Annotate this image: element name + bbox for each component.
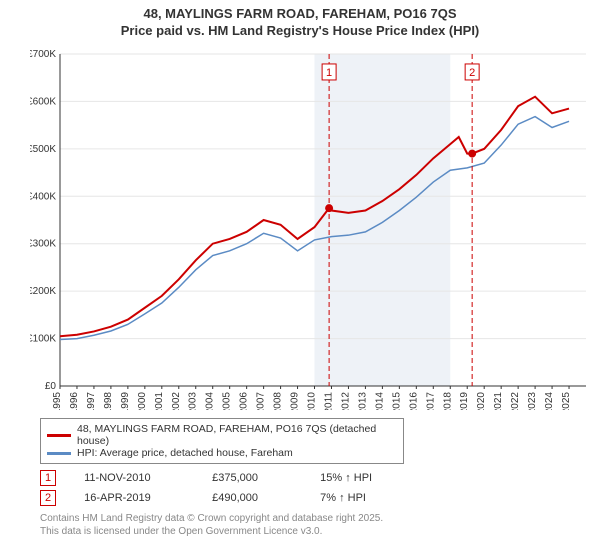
- svg-text:£300K: £300K: [30, 239, 56, 250]
- svg-text:2006: 2006: [239, 392, 250, 410]
- svg-text:2002: 2002: [171, 392, 182, 410]
- svg-text:2020: 2020: [476, 392, 487, 410]
- legend-box: 48, MAYLINGS FARM ROAD, FAREHAM, PO16 7Q…: [40, 418, 404, 464]
- tx-price-1: £375,000: [212, 472, 292, 484]
- svg-text:£200K: £200K: [30, 286, 56, 297]
- footer-copyright: Contains HM Land Registry data © Crown c…: [40, 513, 383, 538]
- tx-date-1: 11-NOV-2010: [84, 472, 184, 484]
- svg-text:1: 1: [326, 67, 332, 79]
- svg-text:2025: 2025: [561, 392, 572, 410]
- tx-badge-2: 2: [40, 490, 56, 506]
- svg-text:2015: 2015: [391, 392, 402, 410]
- tx-pct-1-suffix: HPI: [354, 472, 372, 484]
- svg-text:1998: 1998: [103, 392, 114, 410]
- svg-text:2000: 2000: [137, 392, 148, 410]
- svg-text:2017: 2017: [425, 392, 436, 410]
- svg-text:2004: 2004: [205, 392, 216, 410]
- tx-pct-1: 15% ↑ HPI: [320, 472, 410, 484]
- svg-text:£100K: £100K: [30, 334, 56, 345]
- svg-text:2019: 2019: [459, 392, 470, 410]
- legend-label-1: 48, MAYLINGS FARM ROAD, FAREHAM, PO16 7Q…: [77, 423, 397, 447]
- svg-text:1997: 1997: [86, 392, 97, 410]
- svg-text:2007: 2007: [256, 392, 267, 410]
- transactions-table: 1 11-NOV-2010 £375,000 15% ↑ HPI 2 16-AP…: [40, 470, 410, 510]
- tx-pct-2-suffix: HPI: [348, 492, 366, 504]
- tx-price-2: £490,000: [212, 492, 292, 504]
- svg-text:1996: 1996: [69, 392, 80, 410]
- tx-date-2: 16-APR-2019: [84, 492, 184, 504]
- svg-text:2016: 2016: [408, 392, 419, 410]
- legend-swatch-blue: [47, 452, 71, 455]
- title-block: 48, MAYLINGS FARM ROAD, FAREHAM, PO16 7Q…: [0, 0, 600, 40]
- svg-text:2014: 2014: [374, 392, 385, 410]
- chart-area: £0 £100K £200K £300K £400K £500K £600K £700K 199…: [30, 50, 590, 410]
- svg-text:1995: 1995: [52, 392, 63, 410]
- legend-row-1: 48, MAYLINGS FARM ROAD, FAREHAM, PO16 7Q…: [47, 423, 397, 447]
- legend-swatch-red: [47, 434, 71, 437]
- chart-container: 48, MAYLINGS FARM ROAD, FAREHAM, PO16 7Q…: [0, 0, 600, 560]
- svg-text:2008: 2008: [273, 392, 284, 410]
- svg-text:£400K: £400K: [30, 191, 56, 202]
- tx-pct-1-val: 15% ↑: [320, 472, 351, 484]
- legend-label-2: HPI: Average price, detached house, Fare…: [77, 447, 293, 459]
- svg-text:£500K: £500K: [30, 144, 56, 155]
- tx-pct-2: 7% ↑ HPI: [320, 492, 410, 504]
- title-line1: 48, MAYLINGS FARM ROAD, FAREHAM, PO16 7Q…: [0, 6, 600, 23]
- legend-row-2: HPI: Average price, detached house, Fare…: [47, 447, 397, 459]
- svg-text:2012: 2012: [340, 392, 351, 410]
- svg-text:2013: 2013: [357, 392, 368, 410]
- transaction-row-1: 1 11-NOV-2010 £375,000 15% ↑ HPI: [40, 470, 410, 486]
- svg-text:£0: £0: [45, 381, 57, 392]
- svg-text:2023: 2023: [527, 392, 538, 410]
- svg-text:2009: 2009: [290, 392, 301, 410]
- svg-text:2005: 2005: [222, 392, 233, 410]
- svg-text:2011: 2011: [323, 392, 334, 410]
- footer-line2: This data is licensed under the Open Gov…: [40, 526, 383, 539]
- svg-text:1999: 1999: [120, 392, 131, 410]
- transaction-row-2: 2 16-APR-2019 £490,000 7% ↑ HPI: [40, 490, 410, 506]
- svg-text:2003: 2003: [188, 392, 199, 410]
- svg-text:2018: 2018: [442, 392, 453, 410]
- svg-text:2001: 2001: [154, 392, 165, 410]
- svg-text:2024: 2024: [544, 392, 555, 410]
- chart-svg: £0 £100K £200K £300K £400K £500K £600K £700K 199…: [30, 50, 590, 410]
- svg-text:£700K: £700K: [30, 50, 56, 60]
- svg-text:2: 2: [469, 67, 475, 79]
- svg-text:2021: 2021: [493, 392, 504, 410]
- svg-text:2022: 2022: [510, 392, 521, 410]
- footer-line1: Contains HM Land Registry data © Crown c…: [40, 513, 383, 526]
- tx-badge-1: 1: [40, 470, 56, 486]
- tx-pct-2-val: 7% ↑: [320, 492, 344, 504]
- svg-text:2010: 2010: [307, 392, 318, 410]
- svg-text:£600K: £600K: [30, 96, 56, 107]
- title-line2: Price paid vs. HM Land Registry's House …: [0, 23, 600, 40]
